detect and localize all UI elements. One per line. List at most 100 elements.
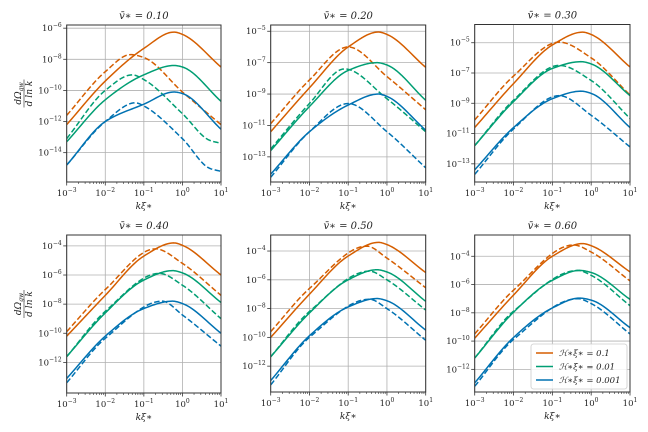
subplot-title: v̄∗ = 0.30: [528, 11, 578, 22]
series-line-solid-hxi-0_001: [474, 297, 631, 384]
curves: [66, 31, 221, 173]
subplot-6: 10−3 10−2 10−1 100 101 10−12 10−10 10−8 10−6 10−4…: [446, 221, 637, 422]
x-tick-label: 10−3: [57, 398, 77, 410]
series-line-dashed-hxi-0_1: [66, 248, 221, 333]
y-tick-label: 10−5: [450, 37, 470, 49]
x-tick-label: 101: [623, 397, 638, 409]
x-tick-label: 10−2: [95, 398, 115, 410]
series-line-dashed-hxi-0_001: [270, 102, 426, 178]
subplot-title: v̄∗ = 0.40: [119, 221, 169, 232]
legend-entry: ℋ∗ξ∗ = 0.01: [536, 363, 615, 373]
legend-entry: ℋ∗ξ∗ = 0.001: [536, 376, 621, 386]
series-line-solid-hxi-0_01: [66, 269, 221, 358]
x-tick-label: 100: [584, 187, 599, 199]
y-tick-label: 10−11: [242, 119, 266, 131]
series-line-solid-hxi-0_1: [474, 31, 631, 129]
y-tick-label: 10−10: [38, 327, 62, 339]
x-tick-label: 10−3: [57, 187, 77, 199]
legend-box: [530, 343, 628, 390]
subplot-title: v̄∗ = 0.10: [119, 11, 169, 22]
y-tick-label: 10−10: [38, 84, 62, 96]
series-line-dashed-hxi-0_001: [270, 298, 426, 386]
subplot-5: 10−3 10−2 10−1 100 101 10−12 10−10 10−8 10−6 10−4…: [242, 221, 433, 422]
y-tick-label: 10−4: [42, 240, 62, 252]
x-tick-label: 10−1: [338, 397, 358, 409]
x-tick-label: 10−3: [261, 187, 281, 199]
series-line-solid-hxi-0_001: [474, 90, 631, 171]
x-tick-label: 10−2: [504, 397, 524, 409]
series-line-solid-hxi-0_1: [66, 31, 221, 126]
y-tick-label: 10−5: [246, 25, 266, 37]
y-label-numerator: dΩgw: [14, 82, 25, 105]
series-line-solid-hxi-0_1: [270, 241, 426, 338]
y-axis-label: dΩgw d ln k: [14, 79, 35, 108]
x-tick-label: 10−1: [338, 187, 358, 199]
x-tick-label: 10−1: [134, 398, 154, 410]
y-tick-label: 10−8: [450, 307, 470, 319]
y-tick-label: 10−8: [42, 298, 62, 310]
y-tick-label: 10−6: [42, 269, 62, 281]
x-axis-label: kξ∗: [136, 413, 153, 423]
y-tick-label: 10−6: [450, 279, 470, 291]
subplot-title: v̄∗ = 0.60: [528, 221, 578, 232]
series-line-dashed-hxi-0_01: [66, 74, 221, 145]
series-line-solid-hxi-0_01: [270, 269, 426, 358]
y-tick-label: 10−12: [242, 360, 266, 372]
series-line-dashed-hxi-0_01: [474, 64, 631, 147]
y-tick-label: 10−8: [246, 303, 266, 315]
y-axis-label: dΩgw d ln k: [14, 290, 35, 318]
x-tick-label: 101: [214, 398, 229, 410]
curves: [474, 31, 631, 175]
x-tick-label: 10−3: [465, 397, 485, 409]
x-tick-label: 101: [418, 187, 433, 199]
y-tick-label: 10−12: [446, 363, 470, 375]
x-tick-label: 10−3: [465, 187, 485, 199]
y-tick-label: 10−11: [446, 128, 470, 140]
x-tick-label: 100: [175, 398, 190, 410]
x-tick-label: 10−1: [543, 187, 563, 199]
x-axis-label: kξ∗: [340, 202, 357, 212]
series-line-solid-hxi-0_01: [270, 61, 426, 152]
y-tick-label: 10−7: [450, 67, 470, 79]
x-axis-label: kξ∗: [340, 412, 357, 422]
legend-entry: ℋ∗ξ∗ = 0.1: [536, 349, 610, 359]
series-line-dashed-hxi-0_1: [474, 41, 631, 121]
x-tick-label: 101: [418, 397, 433, 409]
y-label-numerator: dΩgw: [14, 292, 25, 315]
y-tick-label: 10−14: [38, 147, 62, 159]
x-tick-label: 10−1: [134, 187, 154, 199]
y-tick-label: 10−10: [446, 335, 470, 347]
y-tick-label: 10−9: [246, 88, 266, 100]
curves: [270, 31, 426, 178]
subplot-3: 10−3 10−2 10−1 100 101 10−13 10−11 10−9 10−7 10−5…: [446, 11, 637, 213]
series-line-dashed-hxi-0_01: [66, 272, 221, 358]
y-tick-label: 10−6: [42, 22, 62, 34]
series-line-solid-hxi-0_1: [270, 31, 426, 133]
subplot-4: 10−3 10−2 10−1 100 101 10−12 10−10 10−8 10−6 10−4…: [14, 221, 228, 423]
y-tick-label: 10−13: [242, 151, 266, 163]
series-line-dashed-hxi-0_001: [66, 102, 221, 173]
y-label-denominator: d ln k: [25, 81, 35, 107]
series-line-dashed-hxi-0_001: [474, 94, 631, 175]
series-line-dashed-hxi-0_01: [270, 270, 426, 358]
curves: [474, 242, 631, 387]
subplot-1: 10−3 10−2 10−1 100 101 10−14 10−12 10−10 10−8 10−…: [14, 11, 228, 212]
series-line-solid-hxi-0_01: [474, 60, 631, 147]
y-tick-label: 10−6: [246, 274, 266, 286]
legend-label: ℋ∗ξ∗ = 0.01: [559, 363, 615, 373]
series-line-solid-hxi-0_01: [66, 64, 221, 143]
y-tick-label: 10−12: [38, 356, 62, 368]
series-line-solid-hxi-0_1: [474, 242, 631, 339]
x-tick-label: 10−2: [300, 397, 320, 409]
x-tick-label: 100: [584, 397, 599, 409]
series-line-dashed-hxi-0_001: [66, 300, 221, 384]
subplot-2: 10−3 10−2 10−1 100 101 10−13 10−11 10−9 10−7 10−5…: [242, 11, 433, 212]
x-tick-label: 100: [380, 187, 395, 199]
y-tick-label: 10−10: [242, 331, 266, 343]
legend-label: ℋ∗ξ∗ = 0.1: [559, 349, 610, 359]
x-tick-label: 10−2: [95, 187, 115, 199]
subplot-title: v̄∗ = 0.50: [323, 221, 373, 232]
x-tick-label: 100: [175, 187, 190, 199]
x-axis-label: kξ∗: [136, 202, 153, 212]
